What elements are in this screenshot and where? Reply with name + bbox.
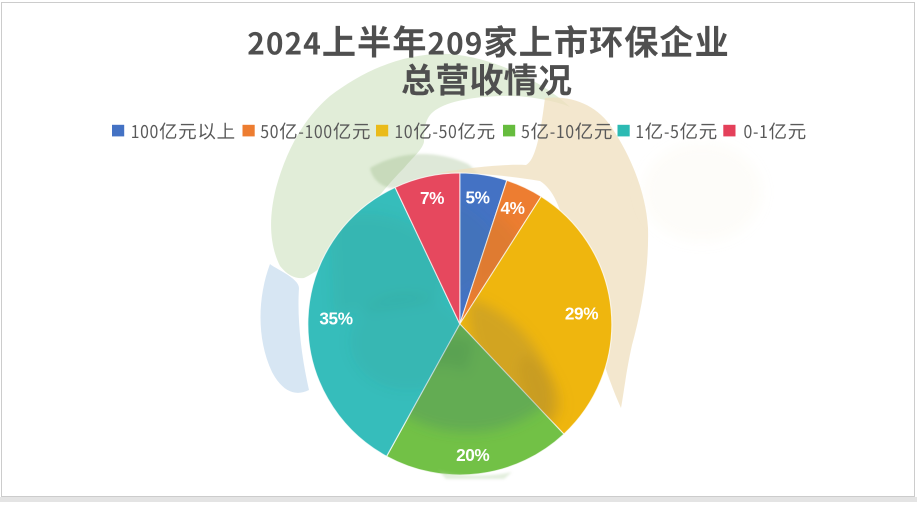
svg-text:35%: 35% (319, 309, 352, 329)
svg-text:29%: 29% (565, 304, 598, 324)
svg-text:7%: 7% (420, 188, 444, 208)
svg-text:4%: 4% (500, 198, 524, 218)
svg-text:5%: 5% (465, 188, 489, 208)
svg-text:20%: 20% (456, 445, 489, 465)
